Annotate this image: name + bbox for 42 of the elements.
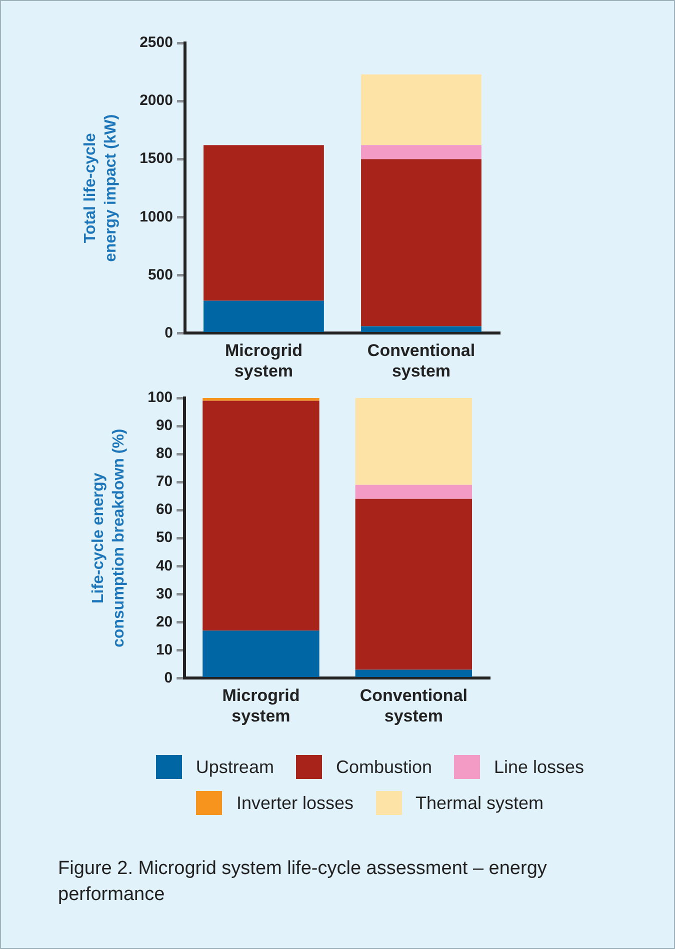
- x-tick-label: Conventional system: [360, 686, 468, 726]
- y-tick-label: 0: [164, 669, 173, 686]
- y-tick-label: 70: [156, 473, 173, 490]
- legend-label: Upstream: [196, 756, 274, 778]
- x-tick-label: Microgrid system: [222, 686, 300, 726]
- y-tick-label: 1500: [140, 150, 173, 168]
- y-axis-title: Life-cycle energy consumption breakdown (%): [90, 428, 128, 648]
- bar: [355, 670, 472, 677]
- bar: [355, 398, 472, 485]
- bar: [361, 326, 482, 332]
- legend-label: Line losses: [494, 756, 584, 778]
- bar: [204, 145, 324, 301]
- y-tick-label: 20: [156, 613, 173, 630]
- bar: [361, 159, 482, 326]
- y-tick-label: 2000: [140, 92, 173, 110]
- y-tick-label: 100: [148, 389, 173, 406]
- y-tick-label: 1000: [140, 208, 173, 226]
- y-tick-label: 40: [156, 557, 173, 574]
- legend-label: Thermal system: [416, 792, 544, 814]
- y-tick-label: 90: [156, 417, 173, 434]
- y-tick-label: 60: [156, 501, 173, 518]
- y-tick-label: 10: [156, 641, 173, 658]
- bar: [355, 498, 472, 670]
- caption: Figure 2. Microgrid system life-cycle assessment – energy performance: [58, 857, 548, 907]
- y-tick-label: 50: [156, 529, 173, 546]
- bar: [202, 400, 320, 631]
- bar: [202, 630, 320, 677]
- bar: [361, 145, 482, 160]
- y-tick-label: 80: [156, 445, 173, 462]
- bar: [204, 300, 324, 332]
- legend-label: Combustion: [336, 756, 432, 778]
- y-tick-label: 0: [164, 324, 173, 342]
- bar: [361, 74, 482, 146]
- y-tick-label: 2500: [140, 34, 173, 52]
- bar: [355, 484, 472, 499]
- legend-label: Inverter losses: [236, 792, 354, 814]
- x-tick-label: Conventional system: [367, 341, 476, 380]
- y-axis-title: Total life-cycle energy impact (kW): [82, 114, 120, 262]
- bar: [202, 398, 320, 401]
- y-tick-label: 30: [156, 585, 173, 602]
- y-tick-label: 500: [148, 266, 173, 284]
- x-tick-label: Microgrid system: [225, 341, 302, 380]
